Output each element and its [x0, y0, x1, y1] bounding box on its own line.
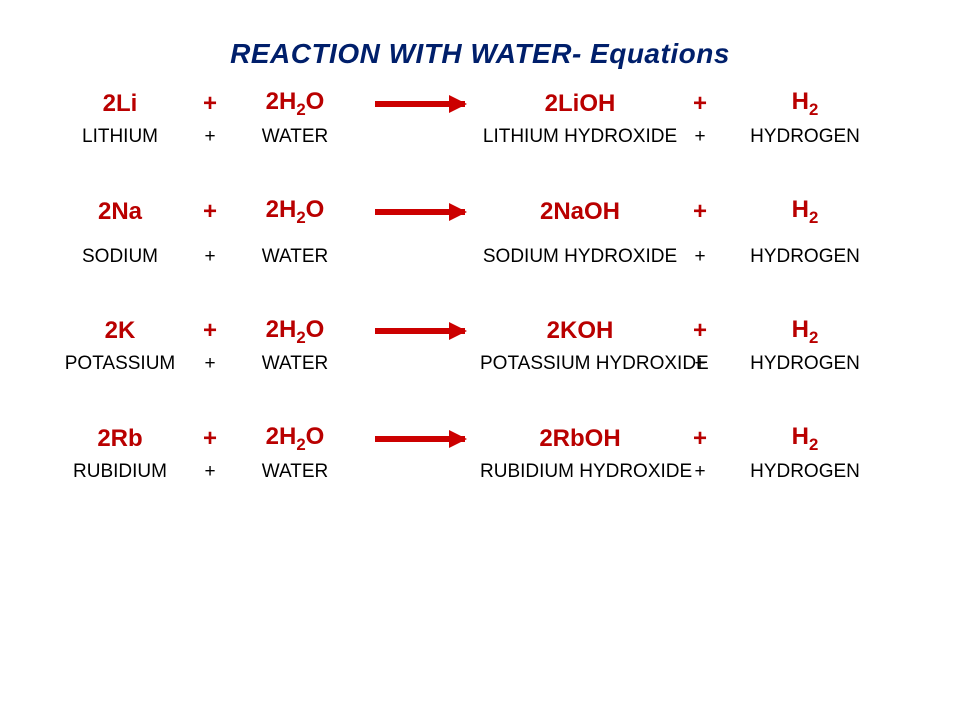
- reaction-arrow-icon: [375, 328, 465, 334]
- reactant-2: 2H2O: [230, 88, 360, 120]
- formula-row: 2Li+2H2O2LiOH+H2: [50, 88, 910, 120]
- arrow: [360, 209, 480, 215]
- page-title: REACTION WITH WATER- Equations: [0, 0, 960, 88]
- reactant-2-name: WATER: [230, 353, 360, 375]
- arrow: [360, 101, 480, 107]
- reactant-1: 2K: [50, 317, 190, 345]
- reactant-2-name: WATER: [230, 126, 360, 148]
- reactant-1-name: SODIUM: [50, 246, 190, 268]
- reaction-arrow-icon: [375, 209, 465, 215]
- plus-icon: +: [680, 90, 720, 118]
- word-row: RUBIDIUM+WATERRUBIDIUM HYDROXIDE+HYDROGE…: [50, 461, 910, 483]
- product-2-name: HYDROGEN: [720, 246, 890, 268]
- plus-icon: +: [190, 425, 230, 453]
- word-row: SODIUM+WATERSODIUM HYDROXIDE+HYDROGEN: [50, 246, 910, 268]
- equations-container: 2Li+2H2O2LiOH+H2LITHIUM+WATERLITHIUM HYD…: [0, 88, 960, 483]
- formula-row: 2Rb+2H2O2RbOH+H2: [50, 423, 910, 455]
- plus-icon: +: [680, 126, 720, 148]
- product-2: H2: [720, 196, 890, 228]
- word-row: LITHIUM+WATERLITHIUM HYDROXIDE+HYDROGEN: [50, 126, 910, 148]
- reactant-2: 2H2O: [230, 423, 360, 455]
- plus-icon: +: [680, 317, 720, 345]
- reactant-2: 2H2O: [230, 196, 360, 228]
- product-1-name: RUBIDIUM HYDROXIDE: [480, 461, 680, 483]
- plus-icon: +: [190, 198, 230, 226]
- product-2: H2: [720, 316, 890, 348]
- plus-icon: +: [190, 317, 230, 345]
- reactant-1-name: POTASSIUM: [50, 353, 190, 375]
- plus-icon: +: [190, 461, 230, 483]
- product-1: 2RbOH: [480, 425, 680, 453]
- plus-icon: +: [680, 353, 720, 375]
- plus-icon: +: [680, 198, 720, 226]
- reactant-1-name: LITHIUM: [50, 126, 190, 148]
- plus-icon: +: [190, 90, 230, 118]
- plus-icon: +: [190, 246, 230, 268]
- plus-icon: +: [680, 246, 720, 268]
- product-2-name: HYDROGEN: [720, 461, 890, 483]
- plus-icon: +: [680, 461, 720, 483]
- product-2-name: HYDROGEN: [720, 126, 890, 148]
- reactant-2-name: WATER: [230, 246, 360, 268]
- plus-icon: +: [190, 126, 230, 148]
- reactant-1: 2Li: [50, 90, 190, 118]
- product-1-name: SODIUM HYDROXIDE: [480, 246, 680, 268]
- reactant-1: 2Na: [50, 198, 190, 226]
- product-1: 2NaOH: [480, 198, 680, 226]
- plus-icon: +: [190, 353, 230, 375]
- product-1: 2LiOH: [480, 90, 680, 118]
- reaction-arrow-icon: [375, 101, 465, 107]
- product-2-name: HYDROGEN: [720, 353, 890, 375]
- equation-block: 2Li+2H2O2LiOH+H2LITHIUM+WATERLITHIUM HYD…: [50, 88, 910, 148]
- plus-icon: +: [680, 425, 720, 453]
- product-2: H2: [720, 88, 890, 120]
- reaction-arrow-icon: [375, 436, 465, 442]
- product-2: H2: [720, 423, 890, 455]
- reactant-1-name: RUBIDIUM: [50, 461, 190, 483]
- equation-block: 2Rb+2H2O2RbOH+H2RUBIDIUM+WATERRUBIDIUM H…: [50, 423, 910, 483]
- reactant-1: 2Rb: [50, 425, 190, 453]
- arrow: [360, 328, 480, 334]
- reactant-2: 2H2O: [230, 316, 360, 348]
- arrow: [360, 436, 480, 442]
- product-1: 2KOH: [480, 317, 680, 345]
- reactant-2-name: WATER: [230, 461, 360, 483]
- product-1-name: POTASSIUM HYDROXIDE: [480, 353, 680, 375]
- formula-row: 2Na+2H2O2NaOH+H2: [50, 196, 910, 228]
- product-1-name: LITHIUM HYDROXIDE: [480, 126, 680, 148]
- word-row: POTASSIUM+WATERPOTASSIUM HYDROXIDE+HYDRO…: [50, 353, 910, 375]
- formula-row: 2K+2H2O2KOH+H2: [50, 316, 910, 348]
- equation-block: 2Na+2H2O2NaOH+H2SODIUM+WATERSODIUM HYDRO…: [50, 196, 910, 268]
- equation-block: 2K+2H2O2KOH+H2POTASSIUM+WATERPOTASSIUM H…: [50, 316, 910, 376]
